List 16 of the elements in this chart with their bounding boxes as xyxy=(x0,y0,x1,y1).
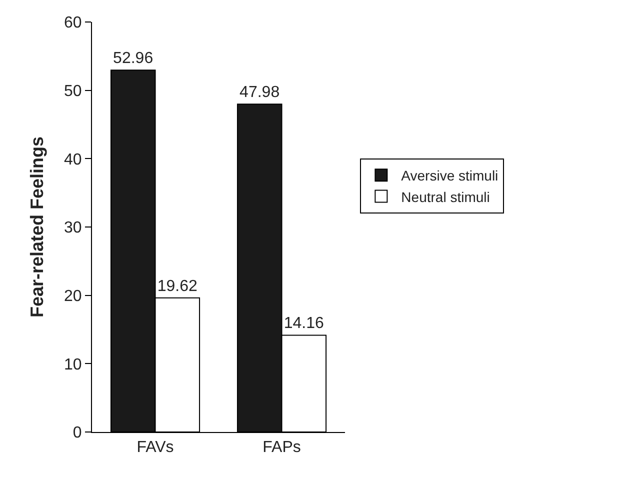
data-label: 14.16 xyxy=(284,315,324,332)
y-axis-title: Fear-related Feelings xyxy=(27,136,48,318)
y-tick-label: 50 xyxy=(64,82,82,100)
data-label: 19.62 xyxy=(157,278,198,295)
y-tick-label: 30 xyxy=(64,220,82,237)
legend-label: Neutral stimuli xyxy=(401,188,490,205)
data-label: 52.96 xyxy=(113,50,154,68)
y-tick-label: 0 xyxy=(72,424,82,442)
y-tick-label: 60 xyxy=(64,14,82,32)
x-tick-label: FAPs xyxy=(262,439,301,456)
y-tick-label: 20 xyxy=(64,288,82,305)
y-tick-label: 10 xyxy=(64,356,82,374)
y-tick-label: 40 xyxy=(64,151,82,168)
legend-label: Aversive stimuli xyxy=(401,168,498,184)
x-tick-label: FAVs xyxy=(136,439,174,456)
data-label: 47.98 xyxy=(240,84,280,102)
